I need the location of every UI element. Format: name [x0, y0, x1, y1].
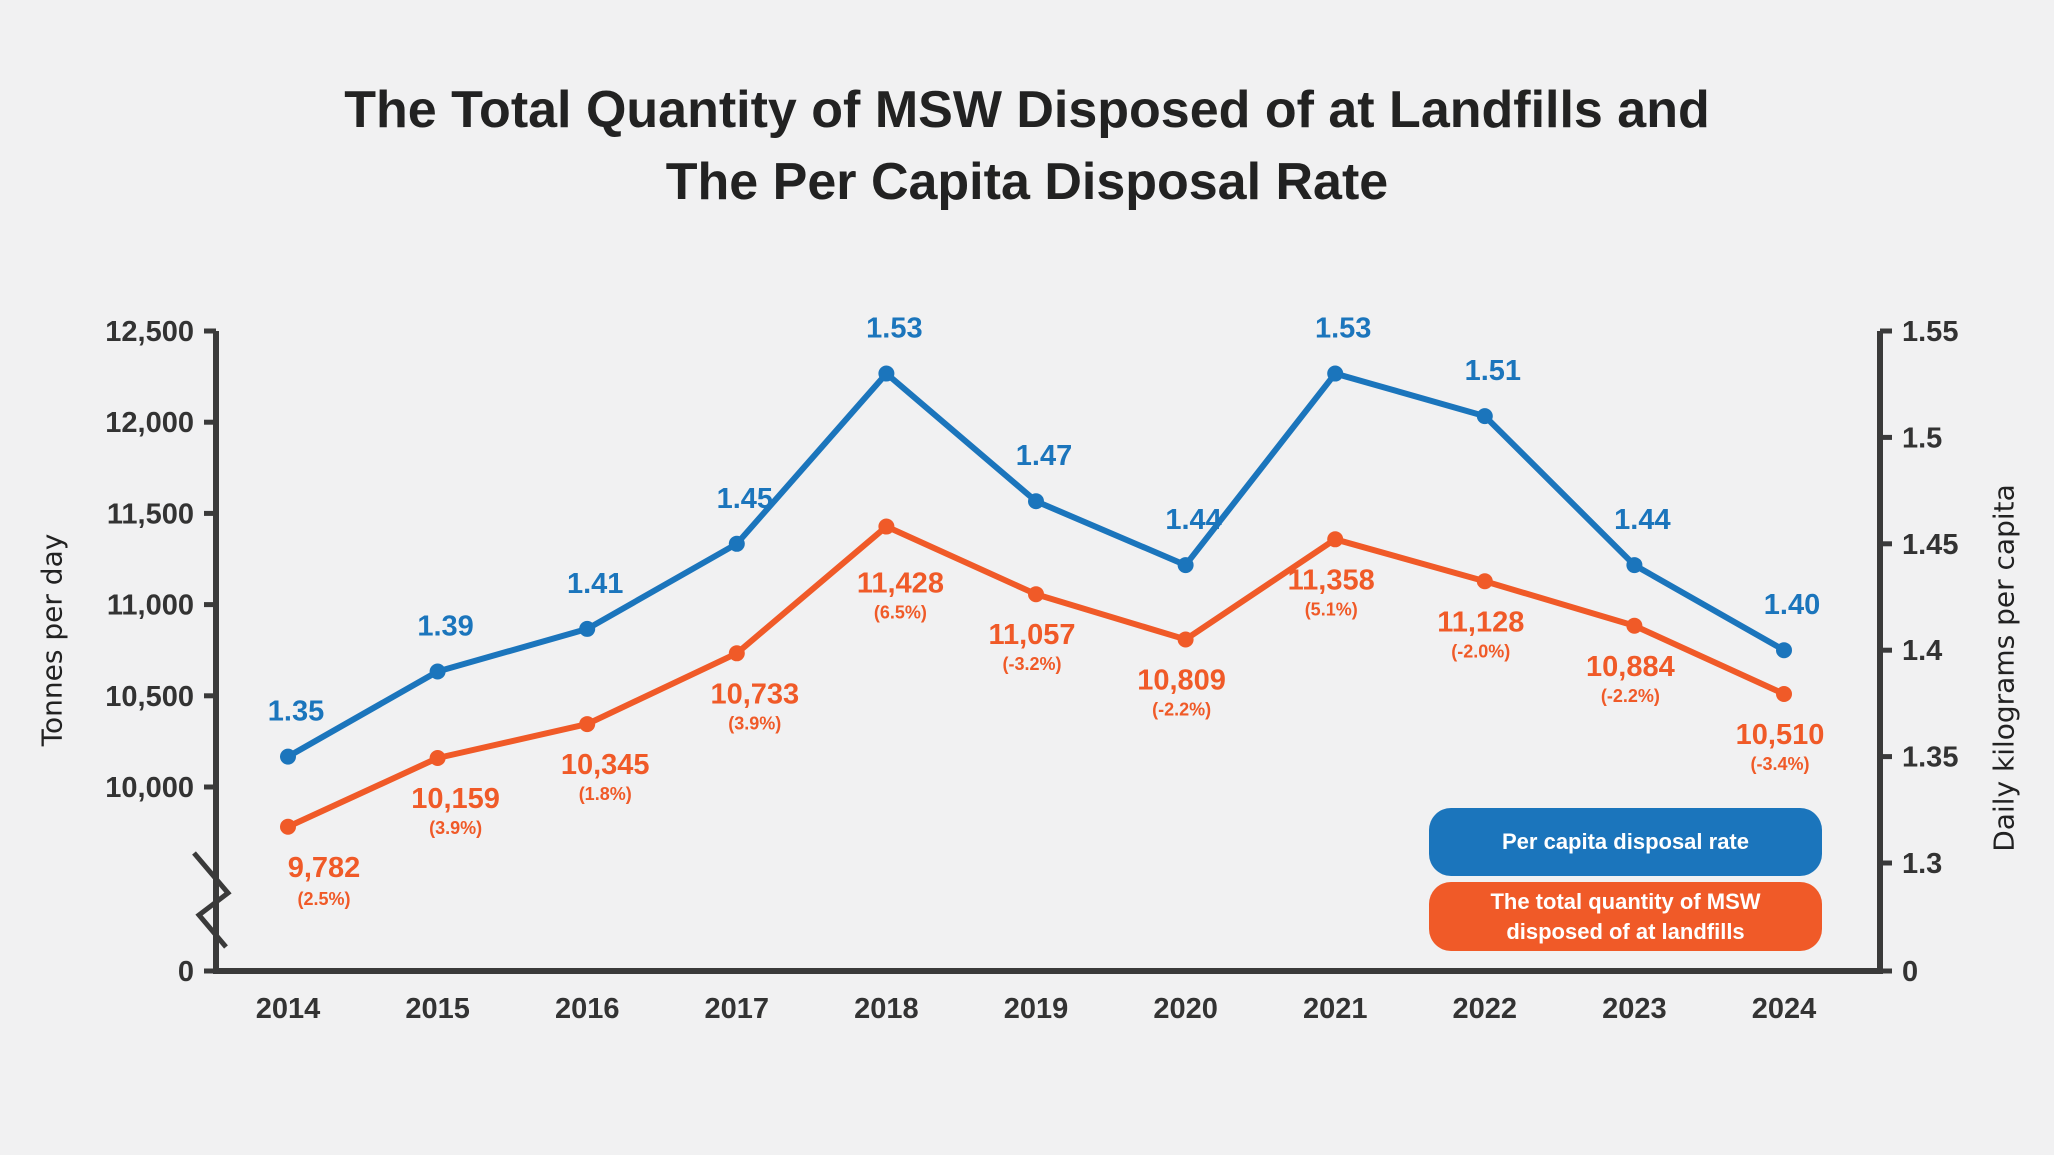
x-tick-label: 2022	[1453, 993, 1518, 1025]
total-quantity-point	[1028, 586, 1044, 603]
per-capita-data-label: 1.44	[1165, 504, 1221, 536]
per-capita-point	[1626, 557, 1643, 574]
x-tick-label: 2024	[1752, 993, 1817, 1025]
total-quantity-line	[286, 523, 1786, 830]
total-quantity-change-label: (3.9%)	[728, 713, 781, 733]
total-quantity-point	[1177, 631, 1194, 648]
total-quantity-point	[1776, 685, 1792, 702]
total-quantity-change-label: (5.1%)	[1305, 599, 1358, 619]
left-tick-label: 12,500	[105, 316, 194, 348]
per-capita-data-label: 1.53	[866, 313, 922, 345]
total-quantity-change-label: (1.8%)	[579, 784, 632, 804]
chart-title-line1: The Total Quantity of MSW Disposed of at…	[344, 81, 1710, 139]
total-quantity-data-label: 11,057	[988, 619, 1075, 651]
axis-break-mark	[192, 851, 232, 949]
per-capita-data-label: 1.47	[1016, 440, 1072, 472]
per-capita-point	[1776, 642, 1792, 659]
per-capita-data-label: 1.44	[1614, 504, 1670, 536]
legend-per-capita: Per capita disposal rate	[1429, 808, 1822, 876]
left-tick-label: 10,500	[105, 681, 194, 713]
total-quantity-point	[1327, 531, 1344, 548]
right-tick-label: 1.45	[1902, 529, 1958, 561]
x-tick-label: 2021	[1303, 993, 1368, 1025]
per-capita-data-label: 1.51	[1465, 355, 1521, 387]
total-quantity-change-label: (3.9%)	[429, 818, 482, 838]
total-quantity-point	[579, 716, 596, 733]
legend-total-quantity: The total quantity of MSW disposed of at…	[1429, 882, 1822, 951]
total-quantity-change-label: (-2.0%)	[1451, 641, 1510, 661]
per-capita-data-label: 1.35	[268, 696, 324, 728]
total-quantity-data-label: 11,128	[1437, 606, 1524, 638]
total-quantity-point	[280, 818, 296, 835]
total-quantity-change-label: (-2.2%)	[1601, 686, 1660, 706]
left-tick-label: 12,000	[105, 407, 194, 439]
per-capita-point	[878, 365, 895, 382]
x-tick-label: 2018	[854, 993, 919, 1025]
left-tick-label: 11,000	[107, 590, 194, 622]
per-capita-data-label: 1.41	[567, 568, 623, 600]
x-tick-label: 2020	[1153, 993, 1218, 1025]
right-tick-label: 1.4	[1902, 635, 1942, 667]
x-tick-label: 2023	[1602, 993, 1667, 1025]
total-quantity-point	[429, 749, 446, 766]
total-quantity-data-label: 10,809	[1137, 664, 1226, 696]
right-tick-label: 1.55	[1902, 316, 1958, 348]
total-quantity-change-label: (-2.2%)	[1152, 699, 1211, 719]
left-tick-label: 0	[178, 956, 194, 988]
right-tick-label: 0	[1902, 956, 1918, 988]
per-capita-point	[429, 663, 446, 680]
per-capita-point	[579, 620, 596, 637]
x-tick-label: 2016	[555, 993, 620, 1025]
total-quantity-change-label: (6.5%)	[874, 603, 927, 623]
per-capita-point	[1327, 365, 1344, 382]
per-capita-data-label: 1.39	[417, 610, 473, 642]
left-tick-label: 11,500	[107, 498, 194, 530]
total-quantity-point	[1476, 573, 1493, 590]
right-tick-label: 1.5	[1902, 422, 1942, 454]
right-tick-label: 1.3	[1902, 848, 1942, 880]
per-capita-point	[280, 748, 296, 765]
total-quantity-data-label: 11,358	[1288, 564, 1375, 596]
total-quantity-point	[728, 645, 745, 662]
total-quantity-data-label: 9,782	[288, 852, 361, 884]
x-tick-label: 2017	[705, 993, 770, 1025]
total-quantity-data-label: 10,345	[561, 749, 650, 781]
total-quantity-change-label: (-3.2%)	[1002, 654, 1061, 674]
x-tick-label: 2019	[1004, 993, 1069, 1025]
per-capita-point	[1476, 408, 1493, 425]
per-capita-point	[1028, 493, 1044, 510]
total-quantity-point	[1626, 617, 1643, 634]
x-tick-label: 2015	[405, 993, 470, 1025]
right-tick-label: 1.35	[1902, 742, 1958, 774]
total-quantity-data-label: 11,428	[857, 568, 944, 600]
total-quantity-data-label: 10,510	[1736, 719, 1825, 751]
per-capita-data-label: 1.40	[1764, 589, 1820, 621]
total-quantity-change-label: (2.5%)	[297, 889, 350, 909]
per-capita-point	[1177, 557, 1194, 574]
total-quantity-point	[878, 518, 895, 535]
per-capita-line	[286, 370, 1786, 760]
total-quantity-data-label: 10,884	[1586, 651, 1675, 683]
per-capita-data-label: 1.53	[1315, 313, 1371, 345]
x-tick-label: 2014	[256, 993, 321, 1025]
per-capita-point	[728, 535, 745, 552]
total-quantity-change-label: (-3.4%)	[1750, 754, 1809, 774]
per-capita-data-label: 1.45	[717, 483, 773, 515]
chart-title-line2: The Per Capita Disposal Rate	[665, 153, 1389, 211]
total-quantity-data-label: 10,733	[710, 678, 799, 710]
left-tick-label: 10,000	[105, 772, 194, 804]
total-quantity-data-label: 10,159	[411, 783, 500, 815]
